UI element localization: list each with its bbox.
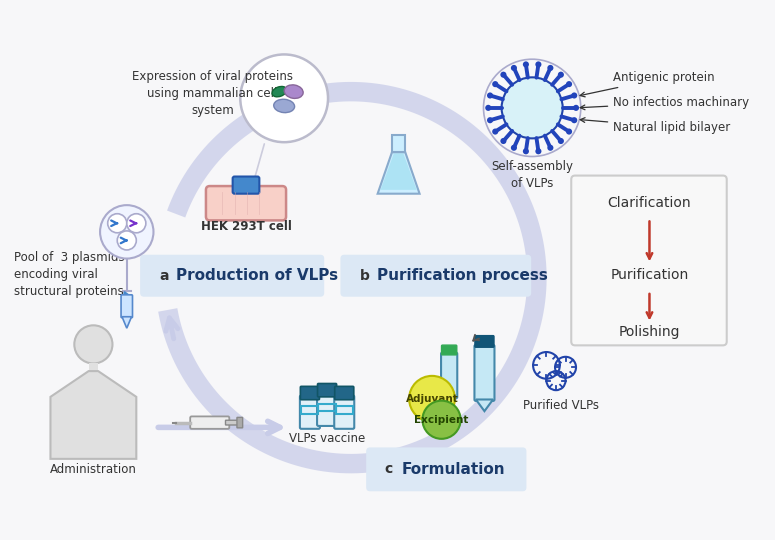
Circle shape [558, 138, 564, 144]
FancyBboxPatch shape [226, 420, 239, 425]
FancyBboxPatch shape [232, 177, 260, 194]
FancyBboxPatch shape [571, 176, 727, 346]
Text: Polishing: Polishing [618, 325, 680, 339]
Circle shape [523, 148, 529, 154]
Circle shape [511, 145, 517, 151]
Circle shape [566, 129, 572, 134]
Circle shape [501, 77, 563, 138]
Circle shape [74, 325, 112, 363]
FancyBboxPatch shape [318, 383, 336, 397]
Circle shape [492, 129, 498, 134]
Circle shape [573, 105, 579, 111]
FancyBboxPatch shape [442, 345, 456, 355]
Circle shape [566, 81, 572, 87]
Circle shape [422, 401, 460, 439]
Polygon shape [443, 397, 456, 407]
Text: Formulation: Formulation [401, 462, 505, 477]
Text: Purified VLPs: Purified VLPs [523, 399, 599, 412]
Circle shape [240, 55, 328, 142]
Circle shape [108, 214, 127, 233]
FancyBboxPatch shape [206, 186, 286, 220]
FancyBboxPatch shape [237, 417, 243, 428]
Polygon shape [476, 400, 493, 411]
Polygon shape [377, 152, 419, 194]
Text: Adjuvant: Adjuvant [405, 394, 458, 404]
Circle shape [536, 148, 542, 154]
Text: a: a [159, 269, 169, 283]
Circle shape [501, 72, 507, 78]
Circle shape [511, 65, 517, 71]
Text: c: c [384, 462, 393, 476]
FancyBboxPatch shape [366, 448, 526, 491]
Text: Clarification: Clarification [608, 196, 691, 210]
FancyBboxPatch shape [300, 395, 320, 429]
FancyBboxPatch shape [441, 353, 457, 399]
Text: HEK 293T cell: HEK 293T cell [201, 220, 291, 233]
Circle shape [536, 62, 542, 68]
Circle shape [409, 376, 455, 422]
Text: Expression of viral proteins
using mammalian cell
system: Expression of viral proteins using mamma… [132, 70, 293, 117]
Text: Natural lipid bilayer: Natural lipid bilayer [580, 118, 731, 134]
Circle shape [558, 72, 564, 78]
Circle shape [487, 117, 493, 123]
Ellipse shape [284, 85, 303, 98]
Text: b: b [360, 269, 370, 283]
Polygon shape [122, 317, 132, 328]
FancyBboxPatch shape [334, 395, 354, 429]
Text: VLPs vaccine: VLPs vaccine [289, 432, 365, 445]
FancyBboxPatch shape [121, 295, 133, 318]
Circle shape [100, 205, 153, 259]
Text: Purification process: Purification process [377, 268, 548, 283]
Text: Production of VLPs: Production of VLPs [177, 268, 339, 283]
FancyBboxPatch shape [475, 336, 494, 347]
Text: Purification: Purification [611, 268, 689, 282]
Text: Pool of  3 plasmids
encoding viral
structural proteins: Pool of 3 plasmids encoding viral struct… [14, 251, 125, 298]
Circle shape [492, 81, 498, 87]
FancyBboxPatch shape [190, 416, 229, 429]
Circle shape [485, 105, 491, 111]
Circle shape [547, 65, 553, 71]
Circle shape [571, 117, 577, 123]
Text: Self-assembly
of VLPs: Self-assembly of VLPs [491, 160, 574, 190]
FancyBboxPatch shape [301, 386, 319, 400]
Ellipse shape [274, 99, 294, 113]
Ellipse shape [272, 86, 287, 97]
FancyBboxPatch shape [140, 255, 324, 296]
Polygon shape [88, 363, 98, 371]
Circle shape [547, 145, 553, 151]
Circle shape [117, 231, 136, 250]
Polygon shape [392, 134, 405, 152]
Text: Antigenic protein: Antigenic protein [580, 71, 715, 97]
Polygon shape [381, 153, 417, 190]
FancyBboxPatch shape [335, 386, 353, 400]
FancyBboxPatch shape [340, 255, 531, 296]
Circle shape [127, 214, 146, 233]
FancyBboxPatch shape [317, 393, 337, 426]
Text: No infectios machinary: No infectios machinary [580, 96, 749, 110]
Circle shape [501, 138, 507, 144]
Polygon shape [50, 371, 136, 459]
Circle shape [571, 92, 577, 98]
Circle shape [523, 62, 529, 68]
Text: Administration: Administration [50, 463, 137, 476]
Text: Excipient: Excipient [415, 415, 469, 425]
Circle shape [487, 92, 493, 98]
FancyBboxPatch shape [474, 345, 494, 401]
